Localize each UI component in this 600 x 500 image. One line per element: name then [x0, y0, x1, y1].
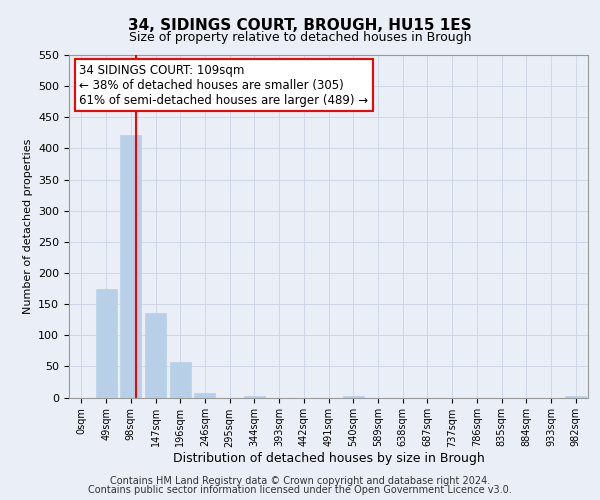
X-axis label: Distribution of detached houses by size in Brough: Distribution of detached houses by size … [173, 452, 484, 465]
Bar [244, 396, 265, 398]
Bar [194, 393, 215, 398]
Text: Contains HM Land Registry data © Crown copyright and database right 2024.: Contains HM Land Registry data © Crown c… [110, 476, 490, 486]
Text: 34, SIDINGS COURT, BROUGH, HU15 1ES: 34, SIDINGS COURT, BROUGH, HU15 1ES [128, 18, 472, 32]
Bar [95, 288, 116, 398]
Bar [565, 396, 586, 398]
Bar [120, 134, 141, 398]
Text: Contains public sector information licensed under the Open Government Licence v3: Contains public sector information licen… [88, 485, 512, 495]
Bar [170, 362, 191, 398]
Y-axis label: Number of detached properties: Number of detached properties [23, 138, 32, 314]
Bar [343, 396, 364, 398]
Text: Size of property relative to detached houses in Brough: Size of property relative to detached ho… [129, 31, 471, 44]
Bar [145, 314, 166, 398]
Text: 34 SIDINGS COURT: 109sqm
← 38% of detached houses are smaller (305)
61% of semi-: 34 SIDINGS COURT: 109sqm ← 38% of detach… [79, 64, 368, 106]
